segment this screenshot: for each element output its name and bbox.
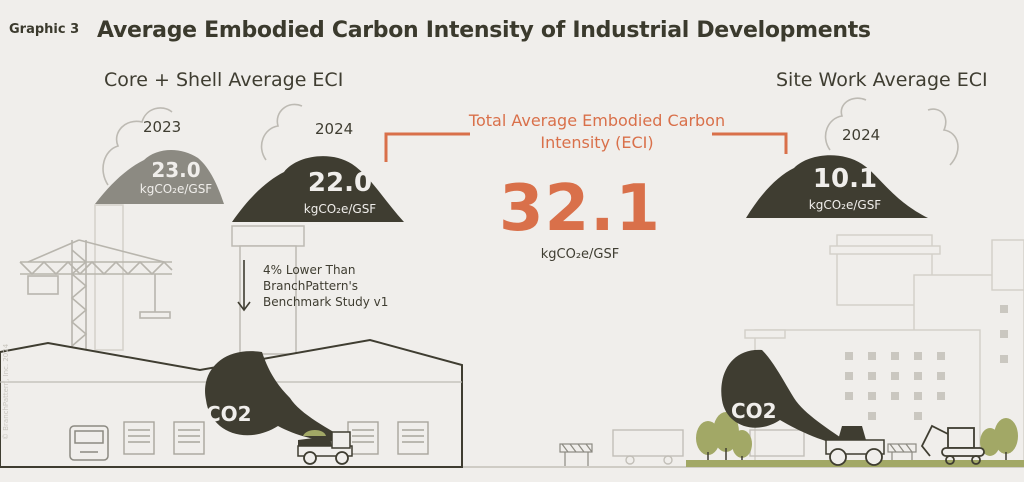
core-2024-year: 2024	[315, 120, 354, 138]
graphic-label: Graphic 3	[9, 22, 80, 37]
site-work-heading: Site Work Average ECI	[776, 69, 988, 91]
road-roller-illustration	[825, 426, 885, 466]
total-connector-bracket	[384, 132, 788, 162]
core-shell-heading: Core + Shell Average ECI	[104, 69, 344, 91]
trees	[686, 412, 1024, 467]
dump-truck-illustration	[297, 430, 353, 465]
total-unit: kgCO₂e/GSF	[540, 247, 620, 262]
barricades	[559, 443, 917, 466]
total-heading: Total Average Embodied Carbon Intensity …	[468, 111, 726, 152]
core-2023-year: 2023	[143, 118, 182, 136]
total-value: 32.1	[499, 172, 661, 246]
building-windows	[845, 305, 1008, 420]
smoke-swirls	[102, 97, 959, 186]
mound-site-2024	[746, 155, 928, 218]
core-2023-value: 23.0	[151, 158, 201, 182]
core-2024-value: 22.0	[307, 168, 373, 198]
chimney-illustration	[231, 225, 305, 355]
co2-cloud-left	[205, 351, 348, 442]
truck-illustration	[69, 425, 109, 461]
mound-core-2023	[95, 149, 224, 204]
site-2024-value: 10.1	[812, 164, 878, 194]
excavator-illustration	[920, 424, 985, 465]
co2-label-left: CO2	[206, 402, 252, 426]
tower-crane-illustration	[19, 239, 173, 350]
benchmark-note: 4% Lower Than BranchPattern's Benchmark …	[263, 263, 389, 309]
down-arrow-icon	[237, 260, 251, 312]
core-2023-unit: kgCO₂e/GSF	[139, 182, 213, 196]
co2-label-right: CO2	[731, 399, 777, 423]
mound-core-2024	[232, 156, 404, 222]
site-2024-year: 2024	[842, 126, 881, 144]
page-title: Average Embodied Carbon Intensity of Ind…	[97, 18, 871, 43]
copyright-notice: © BranchPattern, Inc. 2024	[2, 343, 10, 440]
site-2024-unit: kgCO₂e/GSF	[808, 198, 882, 212]
co2-cloud-right	[721, 349, 850, 445]
core-2024-unit: kgCO₂e/GSF	[303, 202, 377, 216]
